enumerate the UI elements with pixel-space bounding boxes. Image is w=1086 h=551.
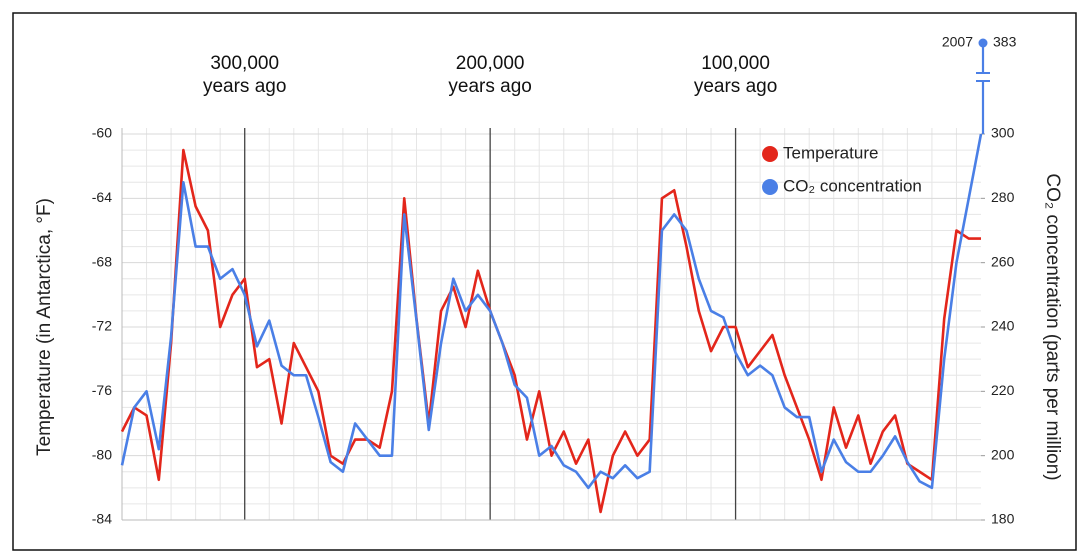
frame: [12, 12, 1077, 551]
y2-tick-label: 280: [991, 189, 1015, 205]
legend-marker: [762, 179, 778, 195]
series-line: [120, 133, 983, 490]
axis-break-gap: [980, 74, 986, 80]
annotation-label: 2007: [942, 34, 973, 50]
y2-tick-label: 180: [991, 511, 1015, 527]
annotation-point: [978, 38, 988, 48]
legend-marker: [762, 146, 778, 162]
legend-label: CO₂ concentration: [783, 176, 922, 195]
y-axis-label: Temperature (in Antarctica, °F): [34, 198, 55, 456]
x-tick-label: 200,000 years ago: [448, 53, 532, 97]
y2-tick-label: 260: [991, 253, 1015, 269]
legend-label: Temperature: [783, 143, 878, 162]
x-tick-label: 300,000 years ago: [202, 53, 287, 97]
y-tick-label: -68: [92, 253, 112, 269]
y2-tick-label: 300: [991, 125, 1015, 141]
y-tick-label: -76: [92, 382, 112, 398]
y-tick-label: -84: [92, 511, 112, 527]
y2-tick-label: 220: [991, 382, 1015, 398]
annotation-value: 383: [993, 34, 1017, 50]
y2-axis-label: CO₂ concentration (parts per million): [1042, 173, 1063, 480]
y-tick-label: -64: [92, 189, 112, 205]
y-tick-label: -72: [92, 318, 112, 334]
y2-tick-label: 200: [991, 446, 1015, 462]
x-tick-label: 100,000 years ago: [693, 53, 778, 97]
y-tick-label: -60: [92, 125, 112, 141]
y-tick-label: -80: [92, 446, 112, 462]
y2-tick-label: 240: [991, 318, 1015, 334]
series-line: [120, 148, 981, 514]
